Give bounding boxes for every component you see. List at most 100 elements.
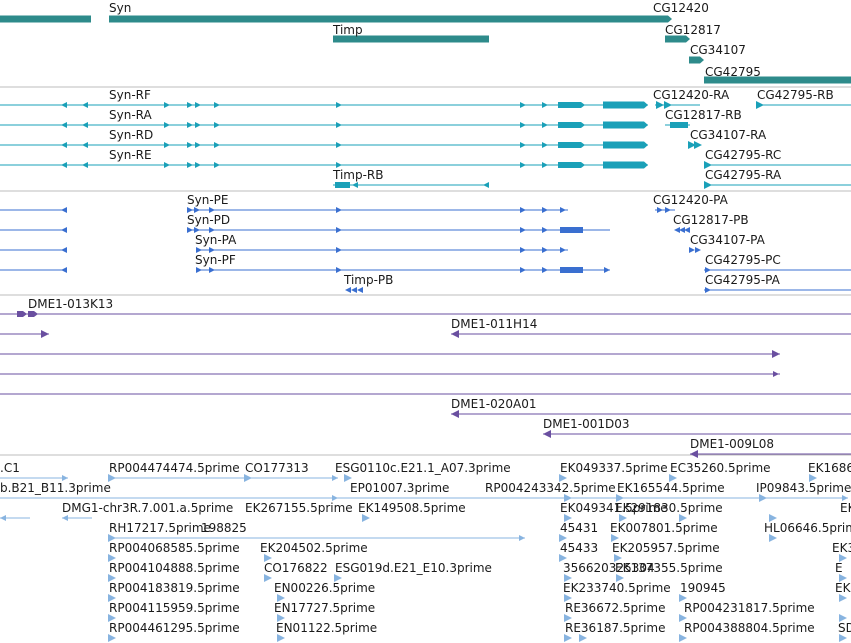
protein-exon[interactable]: [560, 267, 583, 273]
est-label[interactable]: EC35260.5prime: [670, 461, 771, 475]
est-label[interactable]: EK233740.5prime: [563, 581, 671, 595]
est-label[interactable]: EK3: [832, 541, 851, 555]
transcript-label[interactable]: CG12420-RA: [653, 88, 730, 102]
est-label[interactable]: RP004388804.5prime: [684, 621, 815, 635]
est-label[interactable]: EK: [835, 581, 851, 595]
transcript-exon[interactable]: [558, 102, 585, 108]
est-label[interactable]: HL06646.5prime: [764, 521, 851, 535]
est-label[interactable]: ESG019d.E21_E10.3prime: [335, 561, 492, 575]
est-label[interactable]: IP09843.5prime: [756, 481, 851, 495]
clone-label[interactable]: DME1-009L08: [690, 437, 774, 451]
est-label[interactable]: 190945: [680, 581, 726, 595]
gene-label[interactable]: CG12817: [665, 23, 721, 37]
est-label[interactable]: RP004243342.5prime: [485, 481, 616, 495]
est-label[interactable]: EK049341.5prime: [560, 501, 668, 515]
transcript-exon[interactable]: [335, 182, 350, 188]
est-label[interactable]: .C1: [0, 461, 20, 475]
protein-label[interactable]: CG42795-PA: [705, 273, 781, 287]
clone-label[interactable]: DME1-011H14: [451, 317, 537, 331]
gene-label[interactable]: Syn: [109, 1, 131, 15]
transcript-exon[interactable]: [670, 122, 688, 128]
est-label[interactable]: CO177313: [245, 461, 309, 475]
est-label[interactable]: SD: [838, 621, 851, 635]
est-label[interactable]: RH17217.5prime: [109, 521, 211, 535]
est-label[interactable]: 45431: [560, 521, 598, 535]
transcript-label[interactable]: CG42795-RB: [757, 88, 834, 102]
clone-marker[interactable]: [17, 311, 27, 317]
est-label[interactable]: RP004183819.5prime: [109, 581, 240, 595]
est-label[interactable]: DMG1-chr3R.7.001.a.5prime: [62, 501, 233, 515]
est-label[interactable]: 198825: [201, 521, 247, 535]
transcript-label[interactable]: CG12817-RB: [665, 108, 742, 122]
est-label[interactable]: EP01007.3prime: [350, 481, 449, 495]
clone-label[interactable]: DME1-013K13: [28, 297, 113, 311]
est-label[interactable]: ESG0110c.E21.1_A07.3prime: [335, 461, 511, 475]
transcript-label[interactable]: Syn-RE: [109, 148, 152, 162]
gene-label[interactable]: CG12420: [653, 1, 709, 15]
est-label[interactable]: RP004231817.5prime: [684, 601, 815, 615]
est-label[interactable]: 356620325304: [563, 561, 655, 575]
est-label[interactable]: EK267155.5prime: [245, 501, 353, 515]
clone-label[interactable]: DME1-001D03: [543, 417, 630, 431]
est-label[interactable]: RP004461295.5prime: [109, 621, 240, 635]
est-label[interactable]: EK165544.5prime: [617, 481, 725, 495]
est-label[interactable]: EK205957.5prime: [612, 541, 720, 555]
transcript-label[interactable]: Syn-RF: [109, 88, 151, 102]
transcript-exon[interactable]: [603, 101, 648, 109]
clone-label[interactable]: DME1-020A01: [451, 397, 537, 411]
est-label[interactable]: RP004474474.5prime: [109, 461, 240, 475]
transcript-exon[interactable]: [558, 162, 585, 168]
gene-bar-cg42795[interactable]: [704, 76, 851, 84]
est-label[interactable]: EK137355.5prime: [615, 561, 723, 575]
protein-exon[interactable]: [560, 227, 583, 233]
gene-bar-cg34107[interactable]: [689, 56, 704, 64]
est-label[interactable]: RE36187.5prime: [565, 621, 666, 635]
est-label[interactable]: E: [835, 561, 843, 575]
gene-bar-cg12420[interactable]: [648, 15, 672, 23]
transcript-label[interactable]: Timp-RB: [332, 168, 384, 182]
protein-label[interactable]: Syn-PF: [195, 253, 236, 267]
est-label[interactable]: EN00226.5prime: [274, 581, 375, 595]
gene-label[interactable]: CG42795: [705, 65, 761, 79]
protein-label[interactable]: CG34107-PA: [690, 233, 766, 247]
transcript-label[interactable]: CG42795-RA: [705, 168, 782, 182]
protein-label[interactable]: CG12420-PA: [653, 193, 729, 207]
est-label[interactable]: EN01122.5prime: [276, 621, 377, 635]
transcript-exon[interactable]: [603, 121, 648, 129]
transcript-label[interactable]: Syn-RD: [109, 128, 153, 142]
gene-label[interactable]: CG34107: [690, 43, 746, 57]
est-label[interactable]: EN17727.5prime: [274, 601, 375, 615]
est-label[interactable]: RP004115959.5prime: [109, 601, 240, 615]
clone-marker[interactable]: [28, 311, 38, 317]
protein-label[interactable]: Timp-PB: [343, 273, 393, 287]
protein-label[interactable]: CG42795-PC: [705, 253, 781, 267]
gene-bar-timp[interactable]: [333, 35, 489, 43]
gene-label[interactable]: Timp: [332, 23, 363, 37]
est-label[interactable]: CO176822: [264, 561, 328, 575]
protein-label[interactable]: Syn-PD: [187, 213, 230, 227]
est-label[interactable]: RP004104888.5prime: [109, 561, 240, 575]
transcript-exon[interactable]: [603, 141, 648, 149]
gene-bar-cg12817[interactable]: [665, 35, 690, 43]
est-label[interactable]: EK007801.5prime: [610, 521, 718, 535]
est-label[interactable]: EK1686: [808, 461, 851, 475]
est-label[interactable]: b.B21_B11.3prime: [0, 481, 111, 495]
protein-label[interactable]: Syn-PE: [187, 193, 228, 207]
est-label[interactable]: EK049337.5prime: [560, 461, 668, 475]
transcript-exon[interactable]: [558, 142, 585, 148]
transcript-exon[interactable]: [603, 161, 648, 169]
est-label[interactable]: EK149508.5prime: [358, 501, 466, 515]
est-label[interactable]: RE36672.5prime: [565, 601, 666, 615]
protein-label[interactable]: CG12817-PB: [673, 213, 749, 227]
transcript-label[interactable]: Syn-RA: [109, 108, 153, 122]
transcript-label[interactable]: CG42795-RC: [705, 148, 781, 162]
protein-label[interactable]: Syn-PA: [195, 233, 237, 247]
transcript-exon[interactable]: [558, 122, 585, 128]
transcript-label[interactable]: CG34107-RA: [690, 128, 767, 142]
est-label[interactable]: RP004068585.5prime: [109, 541, 240, 555]
est-label[interactable]: EK12: [840, 501, 851, 515]
gene-bar[interactable]: [0, 15, 91, 23]
est-label[interactable]: 45433: [560, 541, 598, 555]
est-label[interactable]: EK204502.5prime: [260, 541, 368, 555]
est-label[interactable]: EK291830.5prime: [615, 501, 723, 515]
